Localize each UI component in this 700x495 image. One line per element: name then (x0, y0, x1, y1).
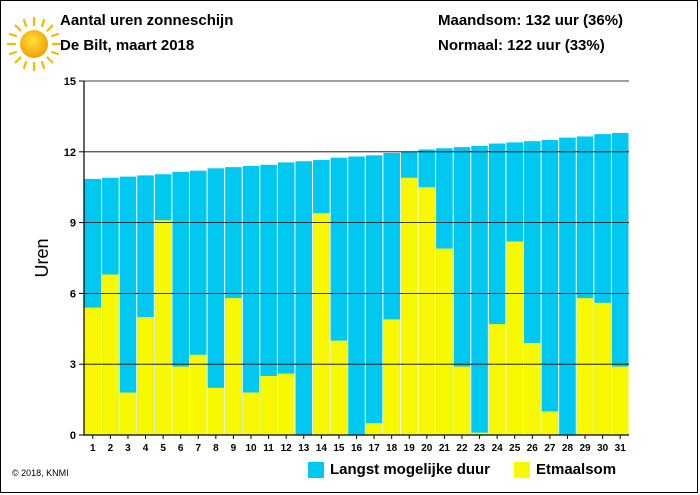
legend-label-actual: Etmaalsom (536, 461, 617, 478)
bar-actual-day-8 (207, 387, 225, 435)
bar-max-day-8 (207, 168, 225, 435)
chart-title: Aantal uren zonneschijn (60, 12, 234, 29)
y-tick-label-15: 15 (64, 76, 76, 88)
bar-max-day-27 (541, 140, 559, 435)
sun-icon (6, 16, 62, 72)
legend-label-max: Langst mogelijke duur (330, 461, 491, 478)
bar-actual-day-23 (471, 432, 488, 435)
bar-actual-day-12 (277, 373, 295, 435)
x-tick-label-8: 8 (213, 443, 219, 454)
bar-actual-day-19 (400, 177, 418, 435)
month-total: Maandsom: 132 uur (36%) (438, 12, 624, 29)
x-tick-label-1: 1 (90, 443, 96, 454)
bar-actual-day-11 (260, 376, 277, 435)
bar-actual-day-26 (524, 342, 541, 435)
normal-total: Normaal: 122 uur (33%) (438, 37, 605, 54)
bar-actual-day-24 (488, 324, 506, 435)
bar-actual-day-15 (330, 340, 348, 435)
bar-max-day-3 (119, 176, 137, 435)
bar-actual-day-6 (172, 366, 189, 435)
bar-actual-day-4 (137, 317, 154, 435)
legend-swatch-max (308, 462, 324, 478)
x-tick-label-23: 23 (474, 443, 486, 454)
x-tick-label-19: 19 (404, 443, 416, 454)
y-axis-label: Uren (32, 238, 52, 277)
bar-actual-day-20 (418, 187, 436, 435)
x-tick-label-24: 24 (492, 443, 504, 454)
bar-actual-day-2 (102, 274, 119, 435)
bar-max-day-28 (559, 137, 576, 435)
x-tick-label-11: 11 (263, 443, 274, 454)
bar-actual-day-14 (313, 213, 330, 435)
x-tick-label-6: 6 (178, 443, 184, 454)
bar-actual-day-30 (594, 302, 611, 435)
bar-actual-day-7 (189, 354, 207, 435)
x-tick-label-20: 20 (421, 443, 433, 454)
bar-max-day-16 (348, 156, 365, 435)
x-tick-label-16: 16 (351, 443, 363, 454)
bar-actual-day-21 (436, 248, 453, 435)
bar-max-day-22 (453, 147, 471, 435)
x-tick-label-18: 18 (386, 443, 398, 454)
y-tick-label-9: 9 (70, 218, 76, 230)
y-tick-label-3: 3 (70, 359, 76, 371)
x-tick-label-2: 2 (108, 443, 114, 454)
x-tick-label-4: 4 (143, 443, 149, 454)
chart-subtitle: De Bilt, maart 2018 (60, 37, 195, 54)
bar-actual-day-9 (225, 298, 242, 435)
x-tick-label-29: 29 (579, 443, 591, 454)
bar-actual-day-3 (119, 392, 137, 435)
x-tick-label-14: 14 (316, 443, 328, 454)
bar-max-day-10 (242, 165, 260, 435)
x-tick-label-7: 7 (195, 443, 201, 454)
x-tick-label-21: 21 (439, 443, 451, 454)
x-tick-label-12: 12 (281, 443, 293, 454)
x-tick-label-31: 31 (615, 443, 627, 454)
x-tick-label-27: 27 (544, 443, 556, 454)
x-tick-label-10: 10 (245, 443, 257, 454)
x-tick-label-15: 15 (333, 443, 345, 454)
y-tick-label-12: 12 (64, 147, 76, 159)
x-tick-label-28: 28 (562, 443, 574, 454)
x-tick-label-13: 13 (298, 443, 310, 454)
bar-actual-day-1 (84, 307, 102, 435)
legend-swatch-actual (514, 462, 530, 478)
y-tick-label-0: 0 (70, 430, 76, 442)
bar-actual-day-5 (154, 220, 172, 435)
x-tick-label-3: 3 (125, 443, 131, 454)
bar-actual-day-27 (541, 411, 559, 435)
x-tick-label-22: 22 (456, 443, 468, 454)
copyright: © 2018, KNMI (12, 468, 69, 478)
bar-actual-day-22 (453, 366, 471, 435)
bar-max-day-17 (365, 155, 383, 435)
bar-max-day-12 (277, 162, 295, 436)
bar-max-day-11 (260, 164, 277, 435)
bar-max-day-31 (611, 132, 629, 436)
bar-actual-day-31 (611, 366, 629, 435)
bar-actual-day-10 (242, 392, 260, 435)
bar-actual-day-29 (576, 298, 594, 435)
x-tick-label-5: 5 (160, 443, 166, 454)
bar-actual-day-18 (383, 319, 400, 435)
bar-actual-day-17 (365, 423, 383, 435)
bar-max-day-13 (295, 161, 313, 436)
bar-max-day-23 (471, 145, 488, 435)
x-tick-label-26: 26 (527, 443, 539, 454)
y-tick-label-6: 6 (70, 288, 76, 300)
x-tick-label-25: 25 (509, 443, 521, 454)
x-tick-label-17: 17 (369, 443, 381, 454)
x-tick-label-9: 9 (231, 443, 237, 454)
bar-actual-day-25 (506, 241, 524, 435)
x-tick-label-30: 30 (597, 443, 609, 454)
